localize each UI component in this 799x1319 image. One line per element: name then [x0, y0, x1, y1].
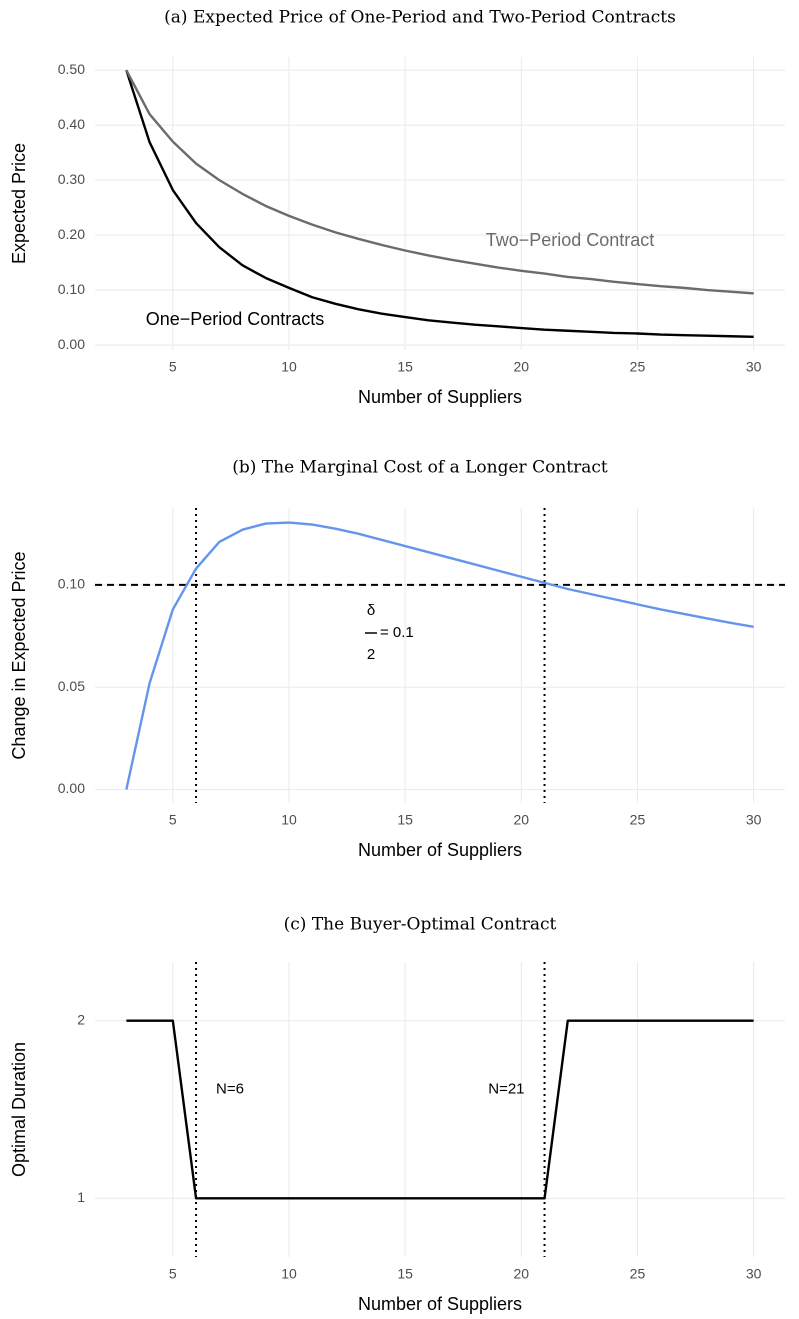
series-label: One−Period Contracts: [146, 309, 325, 329]
x-axis-title: Number of Suppliers: [358, 1294, 522, 1314]
x-tick-label: 5: [169, 812, 177, 828]
y-tick-label: 0.10: [58, 576, 85, 592]
annotation-denominator: 2: [367, 646, 375, 663]
x-tick-label: 15: [397, 359, 413, 375]
x-tick-label: 30: [746, 1266, 762, 1282]
x-tick-label: 25: [630, 359, 646, 375]
series-label: Two−Period Contract: [486, 230, 655, 250]
y-tick-label: 0.30: [58, 171, 85, 187]
y-tick-label: 0.00: [58, 336, 85, 352]
y-tick-label: 0.50: [58, 61, 85, 77]
series-line: [126, 1019, 754, 1200]
x-tick-label: 25: [630, 812, 646, 828]
y-tick-label: 1: [77, 1189, 85, 1205]
chart-title: (a) Expected Price of One-Period and Two…: [164, 8, 676, 28]
y-tick-label: 0.20: [58, 226, 85, 242]
x-tick-label: 15: [397, 1266, 413, 1282]
x-axis-title: Number of Suppliers: [358, 387, 522, 407]
series-line: [125, 69, 754, 295]
x-tick-label: 25: [630, 1266, 646, 1282]
y-tick-label: 0.00: [58, 780, 85, 796]
x-tick-label: 10: [281, 359, 297, 375]
chart-title: (c) The Buyer-Optimal Contract: [284, 915, 557, 935]
x-tick-label: 30: [746, 359, 762, 375]
chart-title: (b) The Marginal Cost of a Longer Contra…: [232, 458, 608, 478]
y-axis-title: Expected Price: [9, 143, 29, 264]
y-tick-label: 0.40: [58, 116, 85, 132]
vline-label: N=21: [488, 1080, 524, 1097]
series-line: [125, 69, 754, 339]
x-tick-label: 15: [397, 812, 413, 828]
x-tick-label: 20: [514, 1266, 530, 1282]
vline-label: N=6: [216, 1080, 244, 1097]
x-tick-label: 5: [169, 1266, 177, 1282]
y-axis-title: Optimal Duration: [9, 1042, 29, 1177]
x-tick-label: 5: [169, 359, 177, 375]
y-tick-label: 0.05: [58, 678, 85, 694]
x-tick-label: 10: [281, 812, 297, 828]
x-tick-label: 10: [281, 1266, 297, 1282]
x-tick-label: 20: [514, 359, 530, 375]
x-tick-label: 20: [514, 812, 530, 828]
x-tick-label: 30: [746, 812, 762, 828]
y-tick-label: 2: [77, 1011, 85, 1027]
series-line: [125, 521, 754, 790]
annotation-numerator: δ: [367, 602, 375, 619]
x-axis-title: Number of Suppliers: [358, 840, 522, 860]
y-tick-label: 0.10: [58, 281, 85, 297]
y-axis-title: Change in Expected Price: [9, 551, 29, 759]
annotation-text: = 0.1: [380, 624, 414, 641]
